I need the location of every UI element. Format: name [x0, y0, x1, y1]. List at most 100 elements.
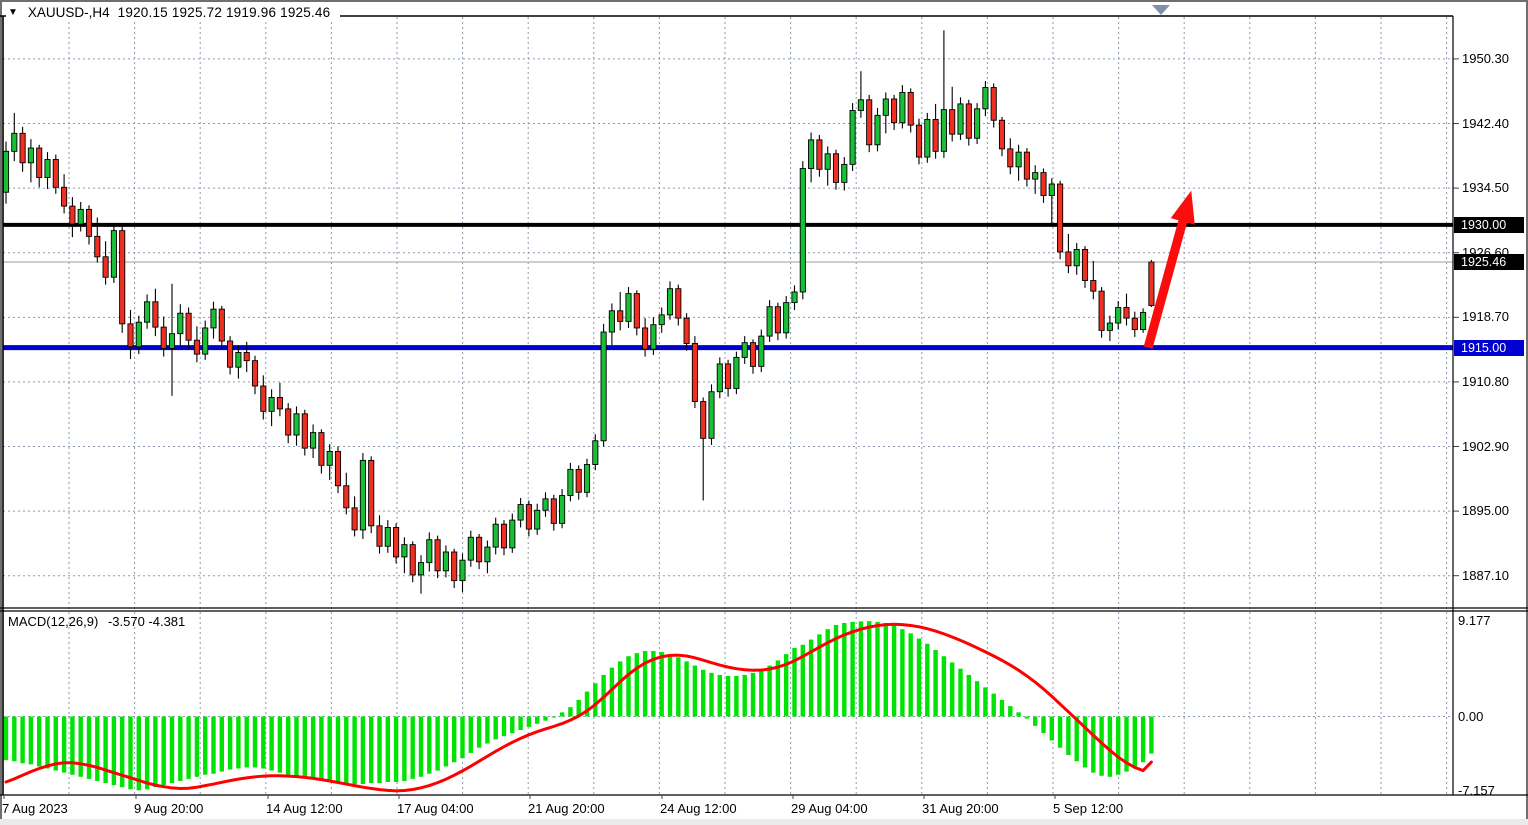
candle-body[interactable]: [359, 459, 366, 531]
candle-body[interactable]: [924, 118, 931, 158]
candle-body[interactable]: [218, 308, 225, 342]
candle-body[interactable]: [44, 159, 51, 178]
candle-body[interactable]: [907, 92, 914, 126]
candle-body[interactable]: [849, 109, 856, 165]
candle-body[interactable]: [210, 308, 217, 329]
candle-body[interactable]: [791, 291, 798, 304]
chart-shift-marker-icon[interactable]: [1152, 5, 1170, 15]
candle-body[interactable]: [1065, 251, 1072, 267]
candle-body[interactable]: [857, 99, 864, 111]
candle-body[interactable]: [1131, 317, 1138, 331]
candle-body[interactable]: [874, 114, 881, 146]
candle-body[interactable]: [1073, 248, 1080, 267]
candle-body[interactable]: [592, 440, 599, 465]
candle-body[interactable]: [1106, 322, 1113, 331]
candle-body[interactable]: [77, 208, 84, 225]
candle-body[interactable]: [974, 108, 981, 139]
candle-body[interactable]: [310, 432, 317, 449]
candle-body[interactable]: [957, 103, 964, 135]
candle-body[interactable]: [251, 360, 259, 387]
candle-body[interactable]: [152, 301, 159, 328]
candle-body[interactable]: [476, 536, 483, 563]
candle-body[interactable]: [276, 396, 283, 410]
candle-body[interactable]: [658, 314, 665, 326]
candle-body[interactable]: [783, 302, 790, 334]
candle-body[interactable]: [376, 525, 383, 547]
candle-body[interactable]: [633, 293, 640, 329]
candle-body[interactable]: [675, 288, 682, 319]
candle-body[interactable]: [384, 527, 391, 547]
candle-body[interactable]: [899, 92, 906, 124]
candle-body[interactable]: [11, 132, 18, 152]
candle-body[interactable]: [990, 87, 997, 121]
candle-body[interactable]: [1115, 307, 1122, 324]
candle-body[interactable]: [85, 208, 93, 237]
candle-body[interactable]: [550, 498, 557, 524]
candle-body[interactable]: [467, 536, 474, 561]
candle-body[interactable]: [1007, 148, 1014, 168]
candle-body[interactable]: [69, 205, 76, 225]
candle-body[interactable]: [965, 103, 972, 139]
candle-body[interactable]: [110, 230, 117, 278]
candle-body[interactable]: [600, 331, 607, 442]
candle-body[interactable]: [293, 413, 300, 436]
candle-body[interactable]: [691, 343, 698, 402]
candle-body[interactable]: [799, 168, 806, 293]
candle-body[interactable]: [683, 317, 690, 344]
candle-body[interactable]: [442, 551, 449, 572]
candle-body[interactable]: [940, 109, 947, 152]
candle-body[interactable]: [1148, 261, 1155, 306]
candle-body[interactable]: [434, 539, 441, 572]
candle-body[interactable]: [409, 544, 416, 576]
candle-body[interactable]: [575, 468, 582, 493]
candle-body[interactable]: [168, 333, 176, 349]
candle-body[interactable]: [27, 147, 34, 164]
candle-body[interactable]: [144, 301, 151, 323]
candle-body[interactable]: [915, 124, 923, 158]
candle-body[interactable]: [666, 288, 674, 316]
candle-body[interactable]: [36, 147, 43, 178]
candle-body[interactable]: [19, 132, 26, 164]
candle-body[interactable]: [135, 321, 142, 348]
candle-body[interactable]: [401, 544, 408, 558]
candle-body[interactable]: [1140, 311, 1147, 331]
candle-body[interactable]: [1081, 248, 1089, 281]
candle-body[interactable]: [700, 401, 707, 439]
trend-arrow-shaft[interactable]: [1143, 216, 1189, 349]
candle-body[interactable]: [525, 504, 532, 530]
candle-body[interactable]: [583, 464, 591, 493]
candle-body[interactable]: [1090, 280, 1097, 292]
candle-body[interactable]: [774, 306, 781, 334]
candle-body[interactable]: [758, 335, 765, 367]
candle-body[interactable]: [816, 139, 823, 170]
candle-body[interactable]: [318, 432, 325, 466]
candle-body[interactable]: [824, 153, 831, 170]
candle-body[interactable]: [841, 163, 848, 183]
candle-body[interactable]: [1098, 290, 1105, 331]
candle-body[interactable]: [351, 507, 358, 531]
candle-body[interactable]: [343, 485, 350, 509]
candle-body[interactable]: [417, 562, 425, 576]
candle-body[interactable]: [492, 523, 499, 548]
candle-body[interactable]: [102, 256, 109, 278]
candle-body[interactable]: [982, 87, 989, 110]
candle-body[interactable]: [334, 450, 342, 487]
candle-body[interactable]: [882, 98, 889, 116]
candle-body[interactable]: [509, 519, 516, 549]
candle-body[interactable]: [368, 459, 375, 527]
candle-body[interactable]: [484, 546, 491, 563]
candle-body[interactable]: [285, 408, 292, 436]
candle-body[interactable]: [326, 450, 333, 466]
candle-body[interactable]: [451, 551, 458, 582]
candle-body[interactable]: [733, 356, 740, 389]
candle-body[interactable]: [949, 109, 956, 135]
candle-body[interactable]: [235, 352, 242, 368]
candle-body[interactable]: [567, 468, 574, 497]
candle-body[interactable]: [202, 327, 209, 355]
candle-body[interactable]: [741, 342, 748, 358]
candle-body[interactable]: [808, 139, 815, 169]
candle-body[interactable]: [243, 352, 250, 362]
one-click-trading-collapse-icon[interactable]: ▼: [8, 7, 18, 18]
candle-body[interactable]: [177, 312, 184, 335]
